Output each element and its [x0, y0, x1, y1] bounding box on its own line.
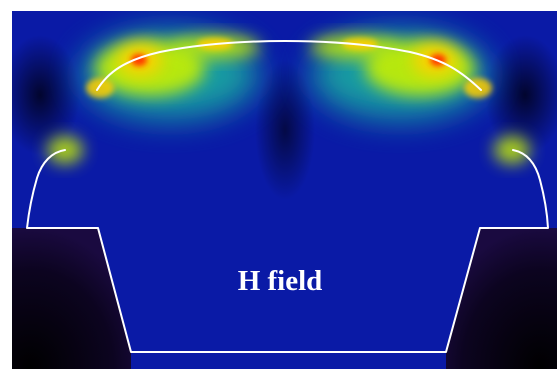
low-field-regions: [12, 35, 557, 200]
field-label: H field: [238, 265, 323, 297]
metal-region-right: [446, 228, 557, 369]
field-glow: [47, 30, 530, 164]
left-wall-boundary: [26, 149, 549, 353]
top-arc-boundary: [96, 40, 482, 91]
metal-region-left: [12, 228, 131, 369]
conductor-boundary: [26, 40, 549, 353]
